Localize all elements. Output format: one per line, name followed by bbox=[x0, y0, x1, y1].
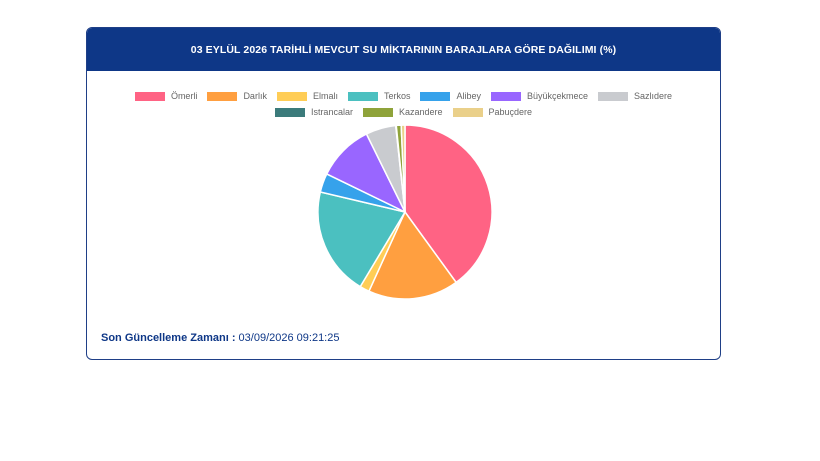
legend-item[interactable]: Pabuçdere bbox=[452, 106, 533, 118]
pie-slice[interactable] bbox=[404, 124, 493, 284]
chart-legend: Ömerli Darlık Elmalı Terkos Alibey Büyükçekme… bbox=[87, 90, 720, 118]
legend-item[interactable]: Terkos bbox=[347, 90, 411, 102]
pie-slice[interactable] bbox=[367, 210, 458, 300]
legend-item[interactable]: Darlık bbox=[207, 90, 267, 102]
legend-swatch bbox=[598, 91, 629, 101]
legend-label: Darlık bbox=[243, 91, 267, 101]
legend-label: Pabuçdere bbox=[488, 107, 533, 117]
legend-item[interactable]: Kazandere bbox=[362, 106, 443, 118]
last-updated: Son Güncelleme Zamanı : 03/09/2026 09:21… bbox=[101, 332, 339, 344]
legend-swatch bbox=[207, 91, 238, 101]
legend-item[interactable]: Ömerli bbox=[134, 90, 198, 102]
legend-label: Istrancalar bbox=[310, 107, 353, 117]
legend-item[interactable]: Elmalı bbox=[276, 90, 338, 102]
legend-label: Elmalı bbox=[312, 91, 338, 101]
legend-swatch bbox=[347, 91, 378, 101]
pie-slice[interactable] bbox=[317, 191, 407, 288]
legend-item[interactable]: Alibey bbox=[420, 90, 481, 102]
last-updated-label: Son Güncelleme Zamanı bbox=[101, 332, 229, 344]
legend-swatch bbox=[274, 107, 305, 117]
legend-label: Kazandere bbox=[398, 107, 443, 117]
legend-item[interactable]: Istrancalar bbox=[274, 106, 353, 118]
pie-chart bbox=[317, 124, 493, 300]
legend-label: Sazlıdere bbox=[634, 91, 673, 101]
legend-swatch bbox=[420, 91, 451, 101]
legend-swatch bbox=[134, 91, 165, 101]
legend-label: Terkos bbox=[383, 91, 411, 101]
last-updated-value: 03/09/2026 09:21:25 bbox=[238, 332, 340, 344]
last-updated-separator: : bbox=[228, 332, 239, 344]
legend-swatch bbox=[276, 91, 307, 101]
legend-item[interactable]: Büyükçekmece bbox=[491, 90, 588, 102]
legend-label: Alibey bbox=[456, 91, 481, 101]
chart-card: 03 EYLÜL 2026 TARİHLİ MEVCUT SU MİKTARIN… bbox=[86, 27, 721, 360]
legend-swatch bbox=[491, 91, 521, 101]
legend-label: Ömerli bbox=[170, 91, 198, 101]
legend-item[interactable]: Sazlıdere bbox=[598, 90, 672, 102]
pie-slice[interactable] bbox=[400, 124, 406, 213]
card-title: 03 EYLÜL 2026 TARİHLİ MEVCUT SU MİKTARIN… bbox=[87, 28, 720, 71]
legend-swatch bbox=[452, 107, 483, 117]
legend-label: Büyükçekmece bbox=[527, 91, 589, 101]
legend-swatch bbox=[362, 107, 393, 117]
